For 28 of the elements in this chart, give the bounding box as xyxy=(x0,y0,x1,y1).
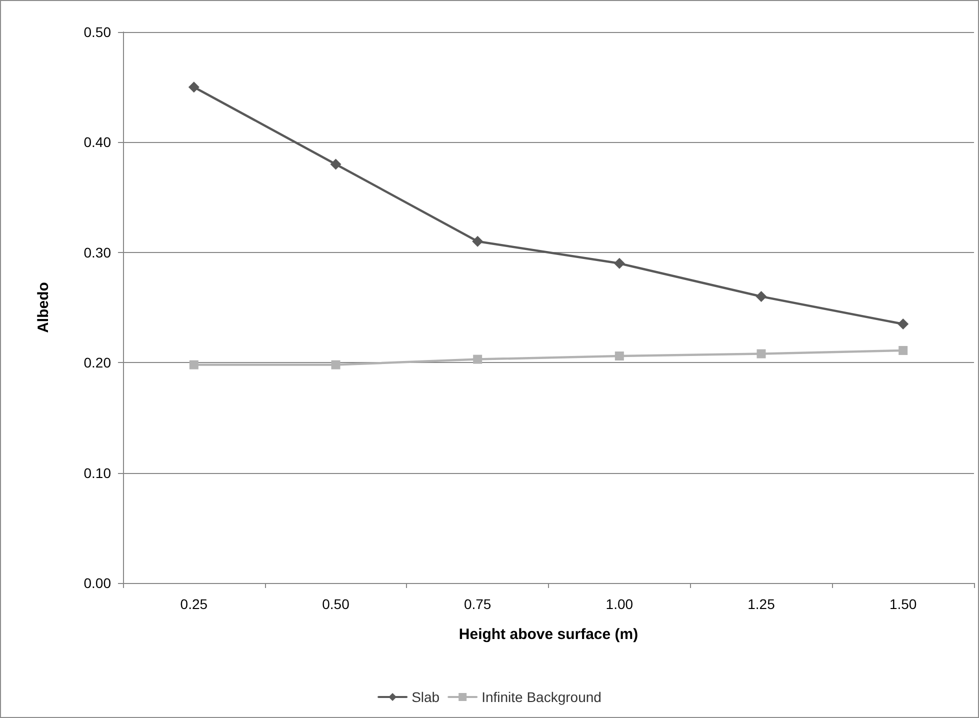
x-tick-label: 1.50 xyxy=(889,596,917,612)
legend-label: Infinite Background xyxy=(482,689,602,705)
x-tick-label: 1.00 xyxy=(606,596,634,612)
point xyxy=(188,82,200,93)
point xyxy=(330,158,342,170)
point xyxy=(331,360,340,370)
x-tick-label: 0.50 xyxy=(322,596,350,612)
point xyxy=(614,351,624,360)
x-axis-title: Height above surface (m) xyxy=(458,626,638,643)
point xyxy=(756,349,766,358)
y-tick-label: 0.10 xyxy=(84,464,112,481)
point xyxy=(189,360,198,370)
y-tick-label: 0.40 xyxy=(84,134,112,150)
point xyxy=(756,290,767,302)
y-tick-label: 0.50 xyxy=(84,24,112,40)
y-axis-title: Albedo xyxy=(35,282,52,333)
x-tick-label: 1.25 xyxy=(748,596,776,612)
point xyxy=(472,236,484,247)
y-tick-label: 0.00 xyxy=(84,575,112,591)
x-tick-label: 0.75 xyxy=(464,596,492,612)
point xyxy=(898,318,909,330)
legend-label: Slab xyxy=(412,689,440,705)
point xyxy=(473,354,482,364)
point xyxy=(614,258,625,269)
y-tick-label: 0.30 xyxy=(84,244,112,260)
y-tick-label: 0.20 xyxy=(84,354,112,371)
point xyxy=(898,346,908,355)
x-tick-label: 0.25 xyxy=(180,596,208,612)
